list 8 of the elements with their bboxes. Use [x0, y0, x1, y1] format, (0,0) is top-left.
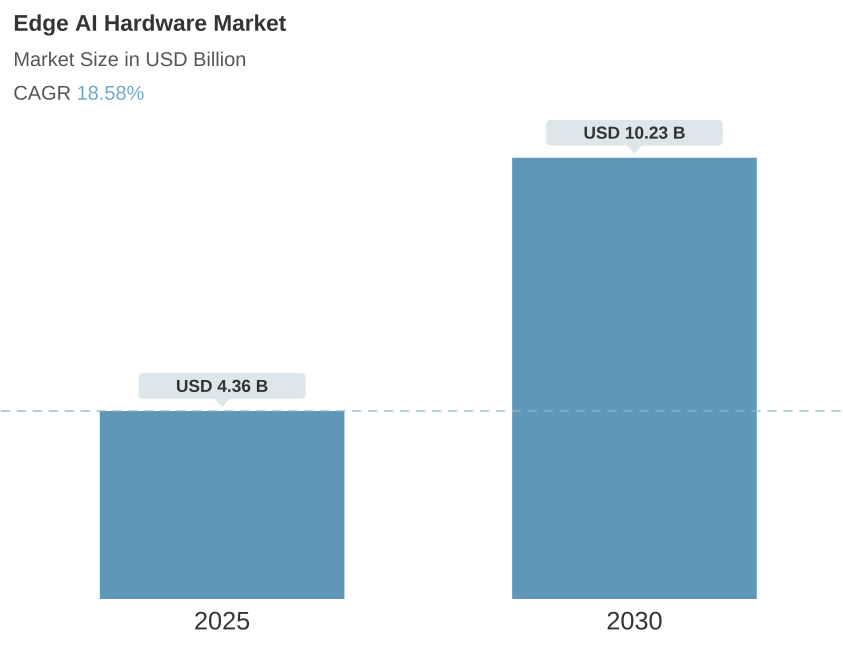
chart-subtitle: Market Size in USD Billion — [14, 52, 246, 66]
data-label: USD 10.23 B — [584, 126, 685, 139]
x-tick-label: 2025 — [195, 612, 250, 630]
data-label: USD 4.36 B — [176, 380, 268, 392]
chart-title: Edge AI Hardware Market — [14, 14, 286, 36]
text: CAGR — [14, 86, 70, 100]
text: 18.58% — [78, 86, 144, 100]
x-tick-label: 2030 — [608, 612, 662, 630]
